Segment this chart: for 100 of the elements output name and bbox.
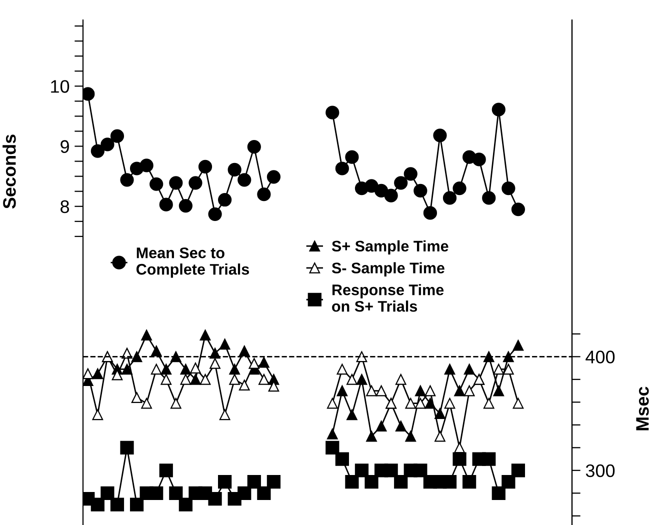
point bbox=[404, 167, 418, 181]
point bbox=[395, 420, 406, 432]
point bbox=[423, 206, 437, 220]
point bbox=[326, 440, 340, 454]
point bbox=[238, 380, 250, 391]
point bbox=[414, 184, 428, 198]
point bbox=[424, 385, 436, 396]
point bbox=[512, 398, 524, 409]
point bbox=[335, 452, 349, 466]
point bbox=[141, 398, 152, 409]
point bbox=[140, 158, 154, 172]
point bbox=[208, 207, 222, 221]
point bbox=[229, 374, 240, 385]
point bbox=[160, 374, 172, 385]
legend-label: S+ Sample Time bbox=[332, 240, 448, 255]
legend-label: S- Sample Time bbox=[332, 262, 444, 276]
point bbox=[110, 129, 124, 143]
point bbox=[257, 486, 271, 500]
point bbox=[354, 464, 369, 478]
point bbox=[512, 340, 524, 351]
point bbox=[492, 486, 506, 500]
point bbox=[502, 182, 516, 196]
y-axis-title: Seconds bbox=[2, 134, 16, 209]
y-tick-label: 9 bbox=[60, 140, 69, 153]
point bbox=[247, 140, 261, 154]
point bbox=[238, 486, 252, 500]
point bbox=[345, 474, 359, 489]
point bbox=[442, 474, 457, 489]
point bbox=[170, 398, 182, 409]
legend-label: Mean Sec to Complete Trials bbox=[136, 247, 250, 278]
point bbox=[482, 191, 496, 205]
point bbox=[180, 364, 192, 375]
point bbox=[100, 486, 114, 500]
point bbox=[444, 398, 456, 409]
point bbox=[346, 409, 358, 420]
point bbox=[503, 351, 514, 362]
point bbox=[208, 492, 222, 506]
point bbox=[100, 138, 114, 152]
point bbox=[218, 474, 232, 489]
point bbox=[472, 152, 486, 166]
point bbox=[169, 176, 183, 190]
point bbox=[92, 368, 104, 380]
point bbox=[405, 430, 416, 442]
point bbox=[434, 408, 446, 419]
point bbox=[248, 358, 260, 369]
point bbox=[169, 486, 183, 500]
point bbox=[433, 128, 447, 142]
point bbox=[122, 364, 132, 375]
point bbox=[345, 150, 359, 164]
point bbox=[83, 368, 94, 380]
point bbox=[493, 385, 504, 396]
point bbox=[502, 474, 516, 489]
point bbox=[266, 170, 281, 184]
point bbox=[462, 474, 476, 489]
point bbox=[120, 173, 134, 187]
point bbox=[218, 192, 232, 207]
point bbox=[454, 385, 465, 396]
point bbox=[376, 385, 387, 396]
point bbox=[198, 160, 212, 174]
point bbox=[356, 374, 368, 385]
point bbox=[376, 420, 387, 432]
point bbox=[188, 176, 202, 190]
point bbox=[228, 162, 242, 176]
point bbox=[464, 364, 475, 375]
point bbox=[238, 173, 252, 187]
y2-tick-label: 300 bbox=[586, 464, 615, 478]
point bbox=[200, 330, 211, 340]
point bbox=[511, 464, 526, 478]
legend-label: Response Time on S+ Trials bbox=[332, 284, 444, 312]
point bbox=[159, 464, 173, 478]
y2-tick-label: 400 bbox=[586, 350, 615, 364]
point bbox=[190, 374, 201, 385]
point bbox=[492, 102, 506, 116]
point bbox=[90, 498, 104, 512]
point bbox=[335, 162, 349, 176]
point bbox=[464, 385, 475, 396]
point bbox=[160, 364, 172, 375]
point bbox=[394, 474, 408, 489]
point bbox=[131, 392, 142, 404]
point bbox=[150, 364, 162, 375]
point bbox=[374, 184, 388, 198]
point bbox=[482, 452, 496, 466]
point bbox=[364, 474, 378, 489]
point bbox=[503, 364, 514, 375]
point bbox=[326, 398, 338, 409]
point bbox=[444, 364, 456, 375]
point bbox=[336, 364, 348, 375]
point bbox=[247, 474, 261, 489]
point bbox=[258, 374, 270, 385]
point bbox=[229, 364, 240, 375]
y2-axis-title: Msec bbox=[636, 386, 649, 430]
point bbox=[442, 191, 457, 205]
point bbox=[346, 374, 358, 385]
point bbox=[130, 498, 144, 512]
point bbox=[414, 464, 428, 478]
point bbox=[131, 351, 142, 362]
point bbox=[159, 198, 173, 212]
point bbox=[452, 182, 466, 196]
point bbox=[190, 362, 201, 374]
point bbox=[110, 498, 124, 512]
